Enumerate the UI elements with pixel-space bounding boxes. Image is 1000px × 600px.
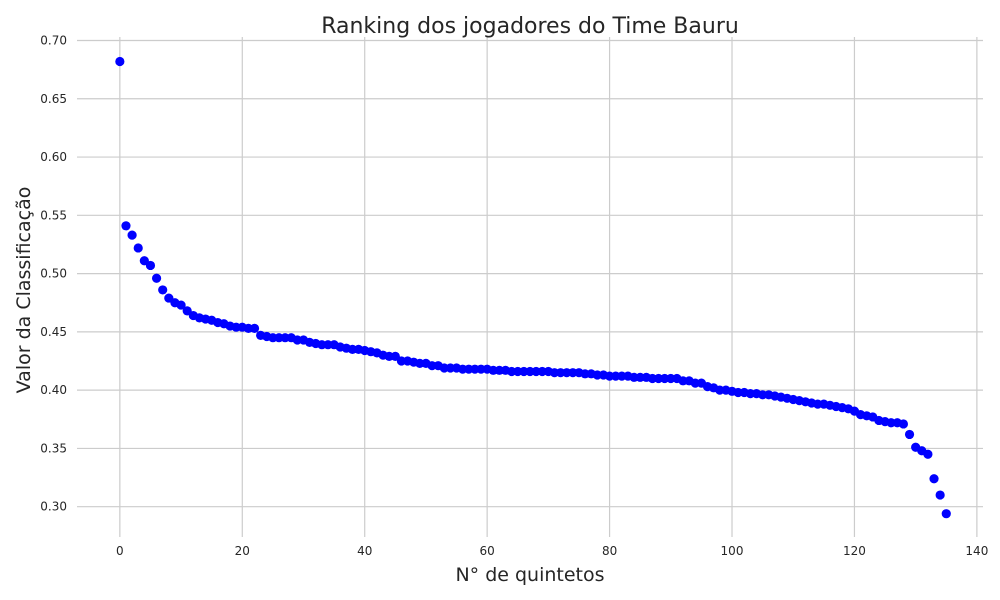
data-point: [133, 243, 143, 253]
y-tick-label: 0.45: [40, 325, 67, 339]
x-axis-label: N° de quintetos: [455, 564, 604, 586]
y-tick-label: 0.65: [40, 92, 67, 106]
data-point: [941, 509, 951, 519]
data-point: [935, 490, 945, 500]
x-tick-labels: 0 20 40 60 80 100 120 140: [116, 544, 988, 558]
x-tick-label: 140: [965, 544, 988, 558]
data-point: [158, 285, 168, 295]
y-tick-label: 0.60: [40, 150, 67, 164]
grid-lines: [77, 37, 983, 537]
data-point: [127, 230, 137, 240]
x-tick-label: 20: [235, 544, 250, 558]
y-tick-label: 0.35: [40, 441, 67, 455]
y-axis-label: Valor da Classificação: [13, 187, 35, 394]
data-point: [121, 221, 131, 231]
x-tick-label: 120: [843, 544, 866, 558]
x-tick-label: 40: [357, 544, 372, 558]
data-point: [898, 419, 909, 429]
y-tick-label: 0.40: [40, 383, 67, 397]
y-tick-label: 0.55: [40, 208, 67, 222]
data-point: [929, 474, 939, 484]
data-point: [923, 449, 933, 459]
data-point: [176, 300, 186, 310]
y-tick-label: 0.70: [40, 33, 67, 47]
y-tick-labels: 0.30 0.35 0.40 0.45 0.50 0.55 0.60 0.65 0.70: [40, 33, 67, 513]
x-tick-label: 80: [602, 544, 617, 558]
data-point: [249, 323, 260, 333]
x-tick-label: 100: [721, 544, 744, 558]
x-tick-label: 60: [480, 544, 495, 558]
y-tick-label: 0.30: [40, 500, 67, 514]
data-point: [904, 429, 915, 440]
x-tick-label: 0: [116, 544, 124, 558]
chart-title: Ranking dos jogadores do Time Bauru: [321, 14, 739, 39]
y-tick-label: 0.50: [40, 267, 67, 281]
data-point: [115, 56, 125, 67]
data-point: [151, 273, 162, 283]
data-point: [145, 260, 156, 271]
data-points: [115, 56, 951, 519]
